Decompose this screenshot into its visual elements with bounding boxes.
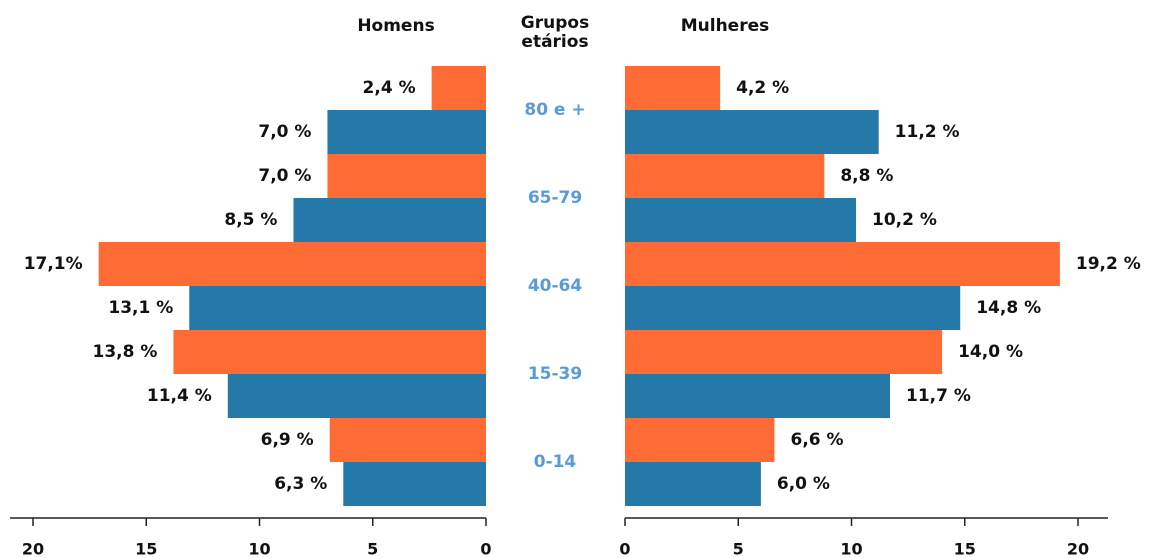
category-label: 15-39 bbox=[528, 364, 582, 384]
bar bbox=[227, 374, 487, 418]
bar bbox=[625, 374, 891, 418]
x-tick-label: 20 bbox=[22, 540, 44, 558]
panel-title: Mulheres bbox=[681, 16, 770, 36]
x-tick-label: 0 bbox=[480, 540, 491, 558]
panel-title: Homens bbox=[357, 16, 434, 36]
category-label: 80 e + bbox=[524, 100, 585, 120]
bar bbox=[98, 242, 486, 286]
bar bbox=[343, 462, 486, 506]
bar bbox=[189, 286, 486, 330]
bar bbox=[431, 66, 486, 110]
value-label: 14,8 % bbox=[976, 298, 1041, 318]
x-tick-label: 5 bbox=[733, 540, 744, 558]
bar bbox=[625, 242, 1060, 286]
value-label: 11,2 % bbox=[895, 122, 960, 142]
value-label: 6,9 % bbox=[261, 430, 314, 450]
category-title: Grupos etários bbox=[520, 13, 590, 52]
bar bbox=[293, 198, 486, 242]
value-label: 7,0 % bbox=[258, 122, 311, 142]
x-tick-label: 0 bbox=[619, 540, 630, 558]
bar bbox=[625, 418, 775, 462]
value-label: 13,1 % bbox=[108, 298, 173, 318]
value-label: 17,1% bbox=[24, 254, 83, 274]
bar bbox=[625, 198, 857, 242]
value-label: 8,5 % bbox=[224, 210, 277, 230]
value-label: 11,7 % bbox=[906, 386, 971, 406]
bar bbox=[625, 110, 879, 154]
bar bbox=[625, 462, 761, 506]
value-label: 19,2 % bbox=[1076, 254, 1141, 274]
value-label: 14,0 % bbox=[958, 342, 1023, 362]
bar bbox=[173, 330, 486, 374]
value-label: 4,2 % bbox=[736, 78, 789, 98]
value-label: 6,3 % bbox=[274, 474, 327, 494]
bar bbox=[625, 66, 721, 110]
bar bbox=[327, 154, 486, 198]
x-tick-label: 10 bbox=[840, 540, 862, 558]
bar bbox=[327, 110, 486, 154]
category-label: 65-79 bbox=[528, 188, 582, 208]
value-label: 10,2 % bbox=[872, 210, 937, 230]
bar bbox=[329, 418, 486, 462]
value-label: 7,0 % bbox=[258, 166, 311, 186]
x-tick-label: 20 bbox=[1067, 540, 1089, 558]
x-tick-label: 15 bbox=[135, 540, 157, 558]
category-label: 0-14 bbox=[534, 452, 577, 472]
x-tick-label: 5 bbox=[367, 540, 378, 558]
bar bbox=[625, 286, 961, 330]
value-label: 6,0 % bbox=[777, 474, 830, 494]
value-label: 6,6 % bbox=[790, 430, 843, 450]
x-tick-label: 15 bbox=[954, 540, 976, 558]
value-label: 8,8 % bbox=[840, 166, 893, 186]
value-label: 2,4 % bbox=[363, 78, 416, 98]
value-label: 11,4 % bbox=[147, 386, 212, 406]
bar bbox=[625, 330, 943, 374]
x-tick-label: 10 bbox=[248, 540, 270, 558]
bar bbox=[625, 154, 825, 198]
category-label: 40-64 bbox=[528, 276, 583, 296]
value-label: 13,8 % bbox=[93, 342, 158, 362]
